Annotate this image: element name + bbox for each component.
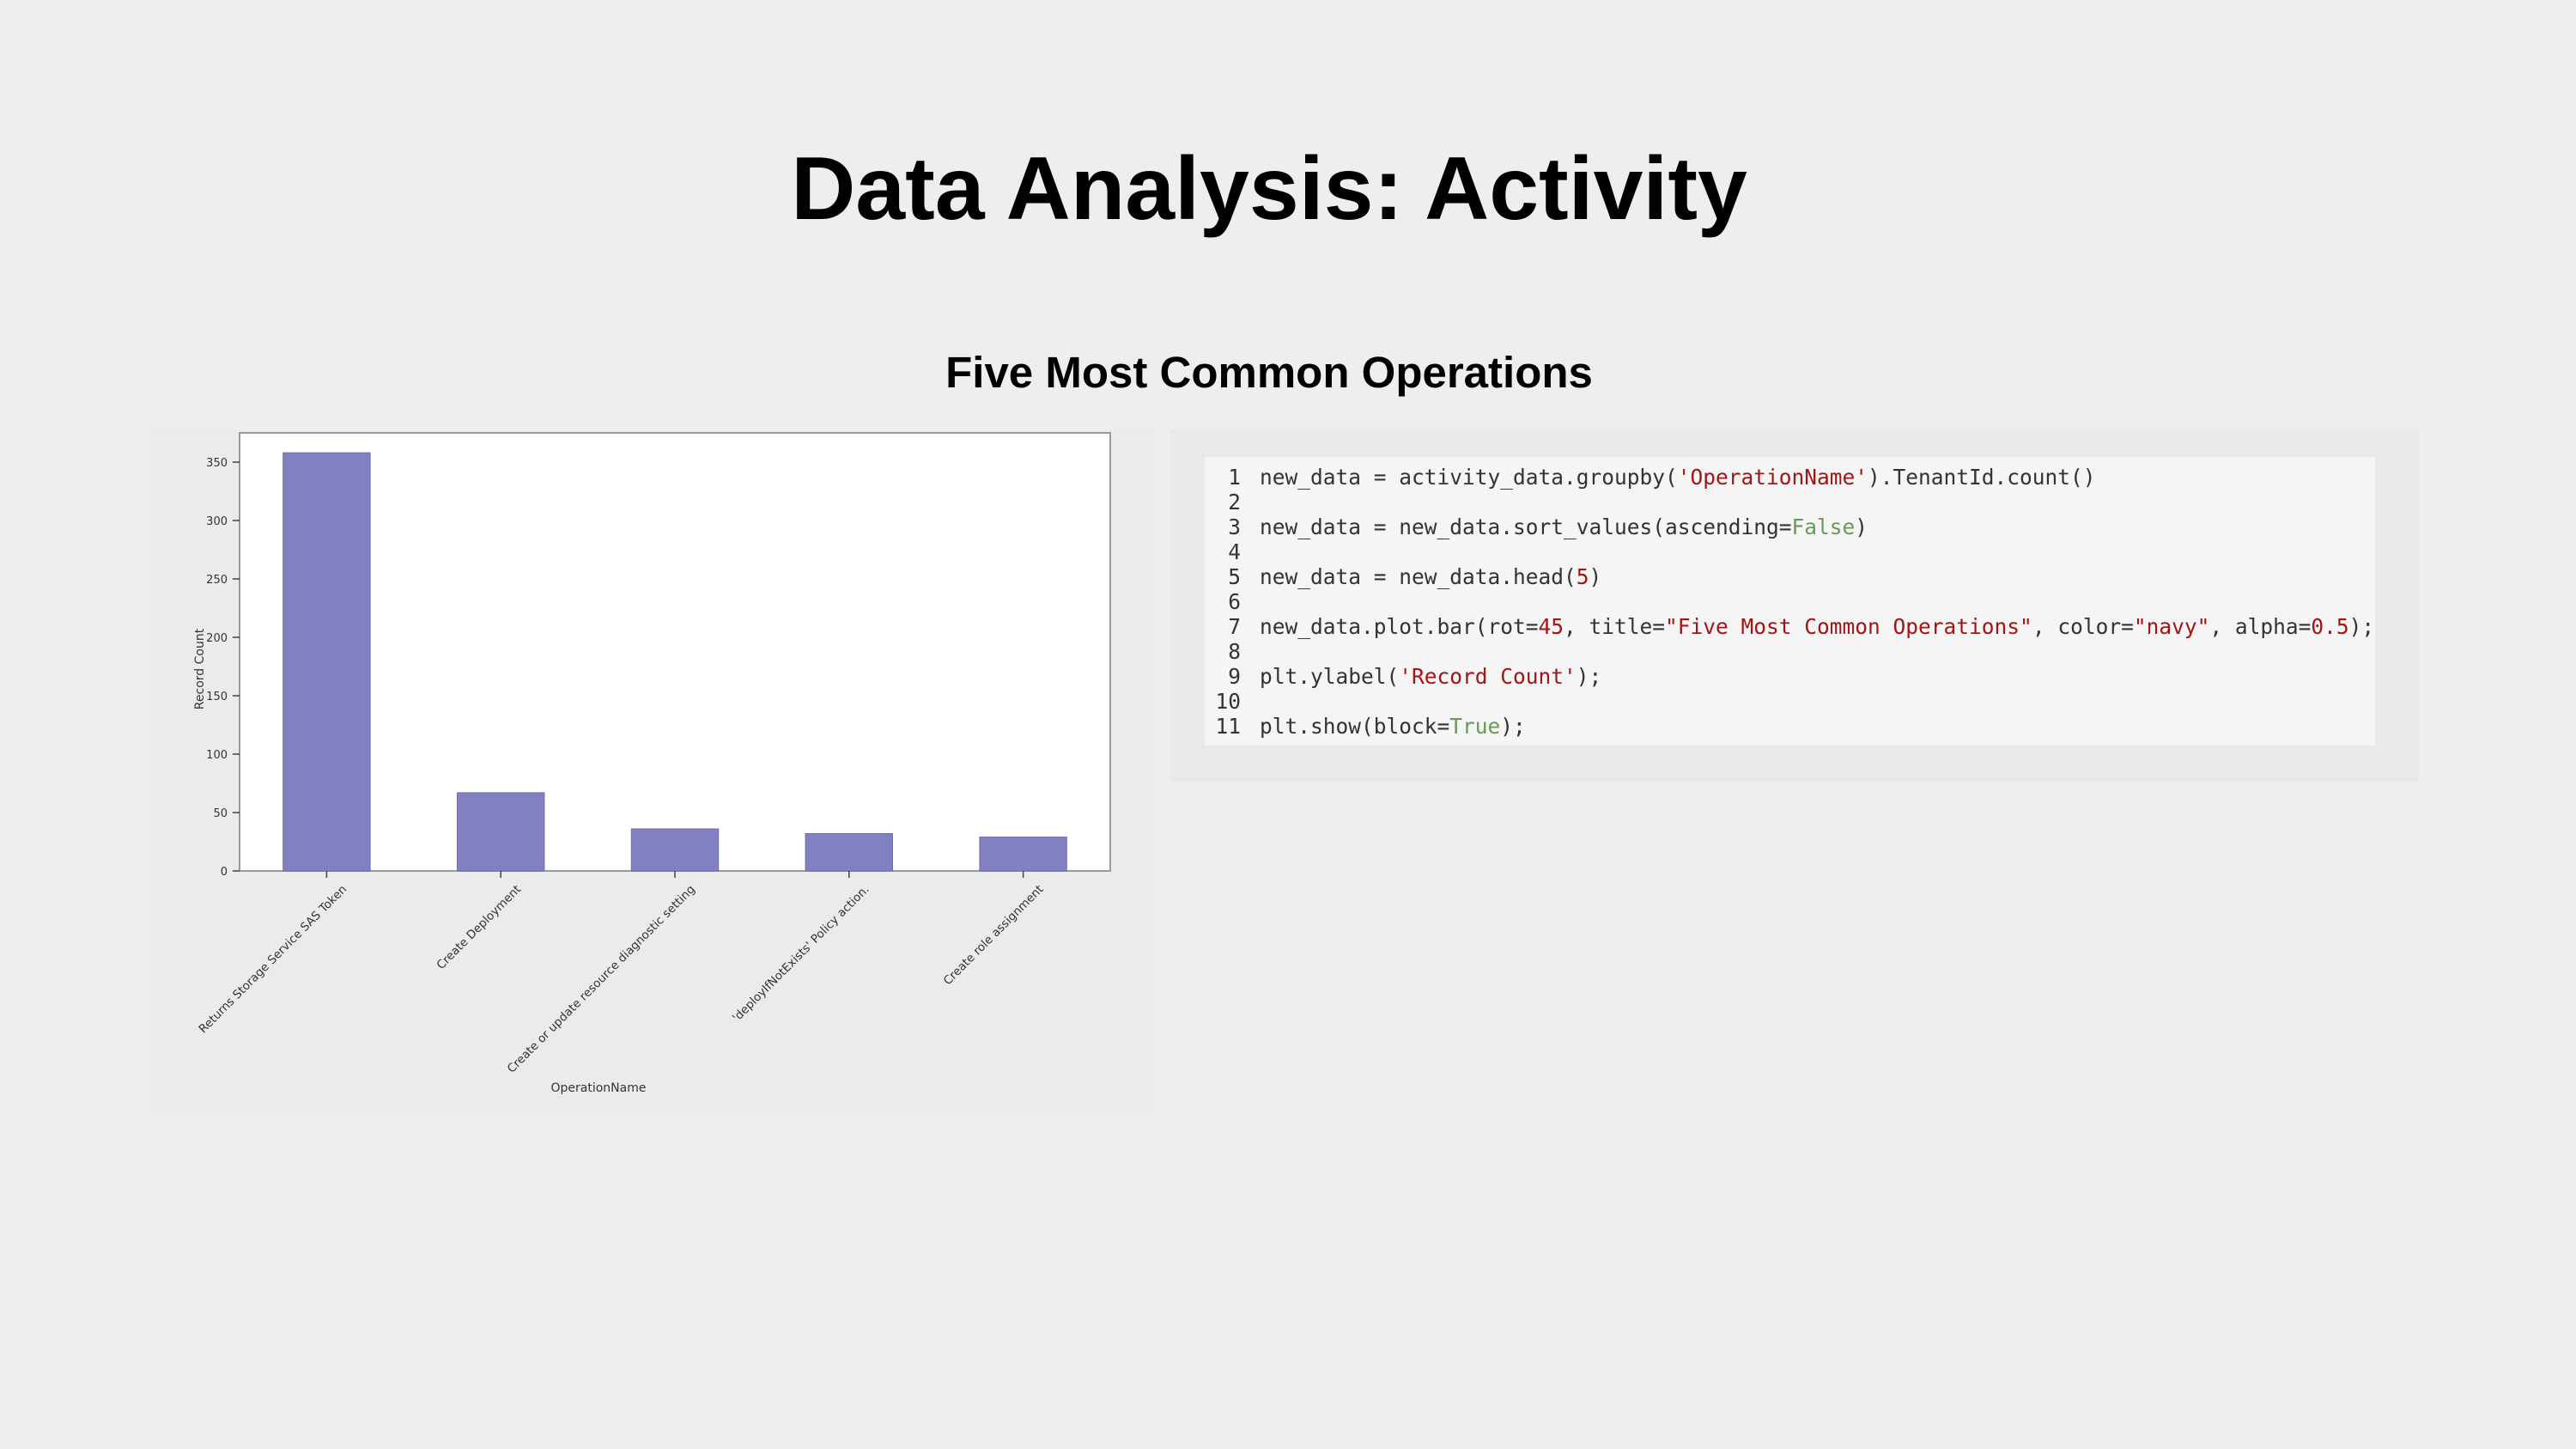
code-text: new_data = new_data.head(5) (1260, 564, 1602, 589)
line-number: 9 (1228, 664, 1241, 689)
code-block: 1 new_data = activity_data.groupby('Opera… (1205, 457, 2375, 746)
y-tick-label: 300 (206, 515, 228, 528)
line-number: 1 (1228, 465, 1241, 490)
code-line: 5 new_data = new_data.head(5) (1205, 564, 1601, 589)
line-number: 10 (1215, 689, 1241, 714)
y-tick-label: 250 (206, 574, 228, 587)
x-tick-label: Create Deployment (434, 883, 524, 972)
plot-area (239, 432, 1111, 872)
x-axis-label: OperationName (551, 1081, 647, 1095)
slide-title: Data Analysis: Activity (791, 139, 1747, 239)
x-tick-label: Returns Storage Service SAS Token (197, 883, 350, 1037)
line-number: 5 (1228, 564, 1241, 589)
line-number: 3 (1228, 514, 1241, 539)
line-number: 6 (1228, 589, 1241, 614)
y-axis-label: Record Count (193, 628, 207, 709)
line-number: 2 (1228, 490, 1241, 514)
line-number: 7 (1228, 614, 1241, 639)
y-tick-label: 100 (206, 749, 228, 762)
code-line: 4 (1205, 539, 1260, 564)
x-tick-label: Create or update resource diagnostic set… (505, 883, 698, 1076)
chart-panel: 0 50 100 150 200 250 300 350 Returns Storage Ser… (150, 429, 1153, 1113)
y-tick-label: 200 (206, 632, 228, 645)
code-line: 10 (1205, 689, 1260, 714)
line-number: 4 (1228, 539, 1241, 564)
code-line: 8 (1205, 639, 1260, 664)
code-text: plt.show(block=True); (1260, 714, 1526, 739)
code-line: 2 (1205, 490, 1260, 514)
x-tick-label: 'deployIfNotExists' Policy action. (730, 883, 872, 1026)
bar (805, 832, 893, 872)
bar (457, 792, 545, 872)
bar (283, 452, 371, 872)
code-text: plt.ylabel('Record Count'); (1260, 664, 1602, 689)
code-text: new_data = new_data.sort_values(ascendin… (1260, 514, 1868, 539)
code-line: 6 (1205, 589, 1260, 614)
code-line: 9 plt.ylabel('Record Count'); (1205, 664, 1601, 689)
line-number: 8 (1228, 639, 1241, 664)
code-line: 7 new_data.plot.bar(rot=45, title="Five M… (1205, 614, 2374, 639)
code-line: 11 plt.show(block=True); (1205, 714, 1526, 739)
y-tick-label: 50 (213, 807, 228, 820)
line-number: 11 (1215, 714, 1241, 739)
x-tick-label: Create role assignment (941, 883, 1047, 989)
code-text: new_data.plot.bar(rot=45, title="Five Mo… (1260, 614, 2375, 639)
code-text: new_data = activity_data.groupby('Operat… (1260, 465, 2096, 490)
y-tick-label: 0 (221, 866, 228, 879)
code-panel: 1 new_data = activity_data.groupby('Opera… (1170, 429, 2419, 782)
code-line: 1 new_data = activity_data.groupby('Opera… (1205, 465, 2096, 490)
slide-subtitle: Five Most Common Operations (945, 348, 1593, 397)
bar (979, 837, 1067, 872)
code-line: 3 new_data = new_data.sort_values(ascendi… (1205, 514, 1868, 539)
y-tick-label: 350 (206, 457, 228, 470)
bar-chart: 0 50 100 150 200 250 300 350 Returns Storage Ser… (193, 432, 1111, 1095)
y-tick-label: 150 (206, 691, 228, 703)
bar (630, 828, 720, 872)
